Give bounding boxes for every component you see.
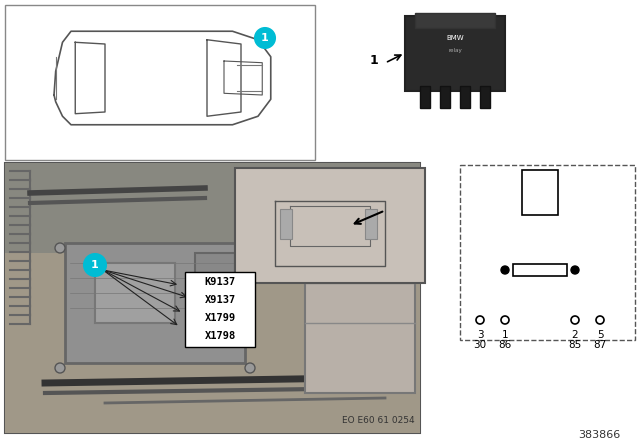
Text: 86: 86 bbox=[499, 340, 511, 350]
Bar bbox=[195, 253, 235, 303]
Bar bbox=[405, 16, 505, 91]
Bar bbox=[513, 264, 567, 276]
Text: 1: 1 bbox=[91, 260, 99, 270]
Bar bbox=[235, 168, 425, 283]
Circle shape bbox=[245, 243, 255, 253]
Bar bbox=[415, 13, 495, 28]
Text: X9137: X9137 bbox=[204, 295, 236, 305]
Bar bbox=[460, 86, 470, 108]
Text: 1: 1 bbox=[261, 33, 269, 43]
Text: 3: 3 bbox=[477, 330, 483, 340]
Bar bbox=[5, 5, 315, 160]
Text: 383866: 383866 bbox=[578, 430, 620, 440]
Text: 1: 1 bbox=[369, 53, 378, 66]
Text: 5: 5 bbox=[596, 330, 604, 340]
Text: X1798: X1798 bbox=[204, 331, 236, 341]
Circle shape bbox=[571, 316, 579, 324]
Bar bbox=[480, 86, 490, 108]
Bar bbox=[460, 165, 635, 340]
Bar bbox=[95, 263, 175, 323]
Bar bbox=[5, 253, 420, 433]
Bar bbox=[522, 170, 558, 215]
Bar bbox=[65, 243, 245, 363]
Circle shape bbox=[501, 266, 509, 274]
Circle shape bbox=[501, 316, 509, 324]
Circle shape bbox=[55, 363, 65, 373]
Bar bbox=[280, 208, 292, 238]
Text: EO E60 61 0254: EO E60 61 0254 bbox=[342, 416, 415, 425]
Bar bbox=[5, 163, 420, 433]
Bar bbox=[440, 86, 450, 108]
Text: relay: relay bbox=[448, 47, 462, 52]
Bar bbox=[305, 223, 415, 393]
Text: 2: 2 bbox=[572, 330, 579, 340]
Circle shape bbox=[84, 254, 106, 276]
Bar bbox=[420, 86, 430, 108]
Bar bbox=[185, 272, 255, 347]
Circle shape bbox=[596, 316, 604, 324]
Circle shape bbox=[245, 363, 255, 373]
Bar bbox=[5, 163, 420, 253]
Text: 1: 1 bbox=[502, 330, 508, 340]
Text: X1799: X1799 bbox=[204, 313, 236, 323]
Circle shape bbox=[476, 316, 484, 324]
Ellipse shape bbox=[105, 55, 207, 101]
Text: 87: 87 bbox=[593, 340, 607, 350]
Bar bbox=[365, 208, 377, 238]
Circle shape bbox=[571, 266, 579, 274]
Circle shape bbox=[255, 28, 275, 48]
Circle shape bbox=[55, 243, 65, 253]
Text: K9137: K9137 bbox=[204, 277, 236, 287]
Text: BMW: BMW bbox=[446, 35, 464, 41]
Text: 85: 85 bbox=[568, 340, 582, 350]
Text: 30: 30 bbox=[474, 340, 486, 350]
